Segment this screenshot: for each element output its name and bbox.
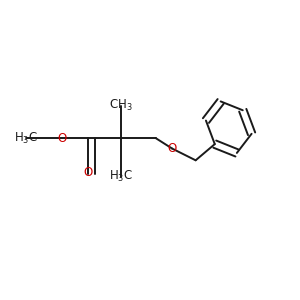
Text: O: O [57,132,66,145]
Text: $\mathregular{CH_3}$: $\mathregular{CH_3}$ [109,98,132,113]
Text: $\mathregular{H_3C}$: $\mathregular{H_3C}$ [109,169,133,184]
Text: $\mathregular{H_3C}$: $\mathregular{H_3C}$ [14,131,38,146]
Text: O: O [83,166,93,178]
Text: O: O [167,142,177,155]
